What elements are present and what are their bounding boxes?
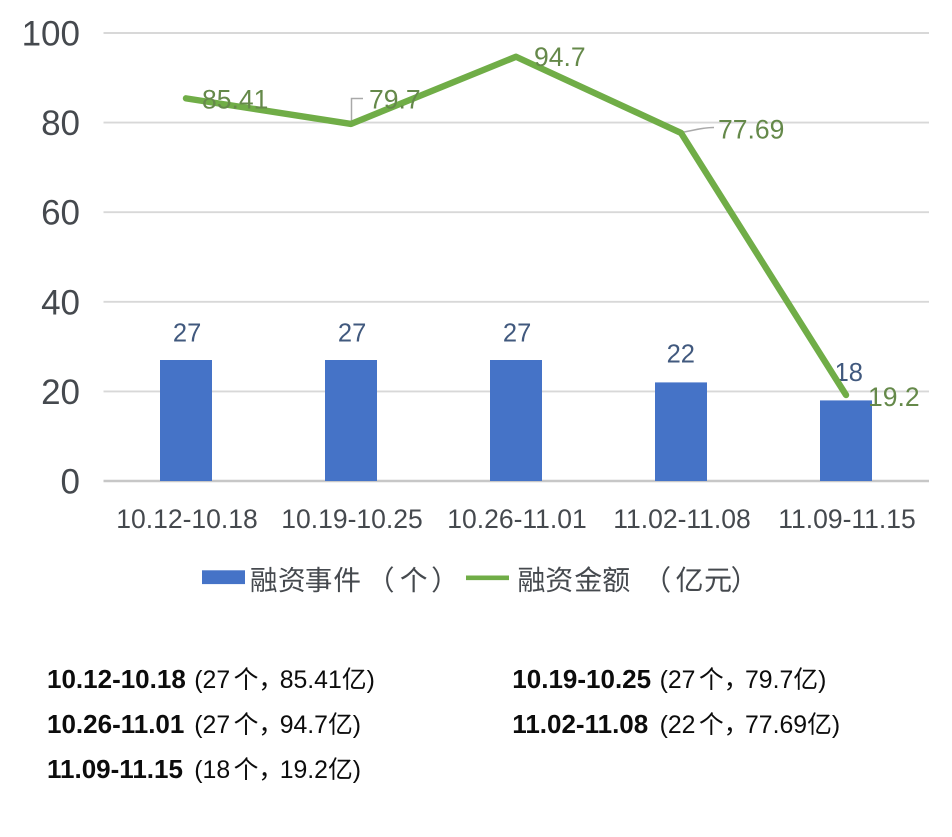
svg-text:11.02-11.08: 11.02-11.08 bbox=[512, 709, 648, 739]
svg-text:10.26-11.01: 10.26-11.01 bbox=[47, 709, 184, 739]
svg-text:19.2: 19.2 bbox=[868, 382, 920, 412]
svg-text:): ) bbox=[353, 757, 361, 784]
svg-text:40: 40 bbox=[41, 283, 80, 322]
svg-text:20: 20 bbox=[41, 373, 80, 412]
svg-text:): ) bbox=[367, 667, 375, 694]
svg-text:79.7: 79.7 bbox=[369, 85, 421, 115]
svg-text:27: 27 bbox=[338, 319, 366, 347]
svg-text:10.19-10.25: 10.19-10.25 bbox=[512, 664, 651, 694]
svg-text:10.26-11.01: 10.26-11.01 bbox=[447, 504, 587, 534]
svg-text:27: 27 bbox=[173, 319, 201, 347]
svg-text:0: 0 bbox=[61, 463, 80, 502]
svg-text:(18: (18 bbox=[194, 757, 230, 784]
svg-text:94.7: 94.7 bbox=[280, 712, 328, 739]
svg-text:10.19-10.25: 10.19-10.25 bbox=[281, 504, 422, 534]
svg-text:): ) bbox=[353, 712, 361, 739]
svg-text:85.41: 85.41 bbox=[280, 667, 342, 694]
svg-text:94.7: 94.7 bbox=[534, 42, 586, 72]
svg-text:(27: (27 bbox=[660, 667, 696, 694]
svg-text:79.7: 79.7 bbox=[745, 667, 793, 694]
svg-text:11.09-11.15: 11.09-11.15 bbox=[47, 754, 183, 784]
svg-text:100: 100 bbox=[22, 15, 80, 54]
svg-text:(22: (22 bbox=[660, 712, 696, 739]
svg-text:80: 80 bbox=[41, 104, 80, 143]
svg-text:): ) bbox=[818, 667, 826, 694]
svg-text:77.69: 77.69 bbox=[745, 712, 807, 739]
svg-text:): ) bbox=[832, 712, 840, 739]
svg-text:10.12-10.18: 10.12-10.18 bbox=[116, 504, 257, 534]
svg-text:(27: (27 bbox=[194, 712, 230, 739]
svg-text:(27: (27 bbox=[194, 667, 230, 694]
svg-text:10.12-10.18: 10.12-10.18 bbox=[47, 664, 186, 694]
svg-text:19.2: 19.2 bbox=[280, 757, 328, 784]
svg-text:27: 27 bbox=[503, 319, 531, 347]
svg-text:22: 22 bbox=[667, 340, 695, 368]
svg-text:85.41: 85.41 bbox=[202, 85, 268, 115]
svg-text:77.69: 77.69 bbox=[718, 115, 784, 145]
svg-text:60: 60 bbox=[41, 194, 80, 233]
svg-text:11.02-11.08: 11.02-11.08 bbox=[613, 504, 751, 534]
svg-text:11.09-11.15: 11.09-11.15 bbox=[778, 504, 916, 534]
